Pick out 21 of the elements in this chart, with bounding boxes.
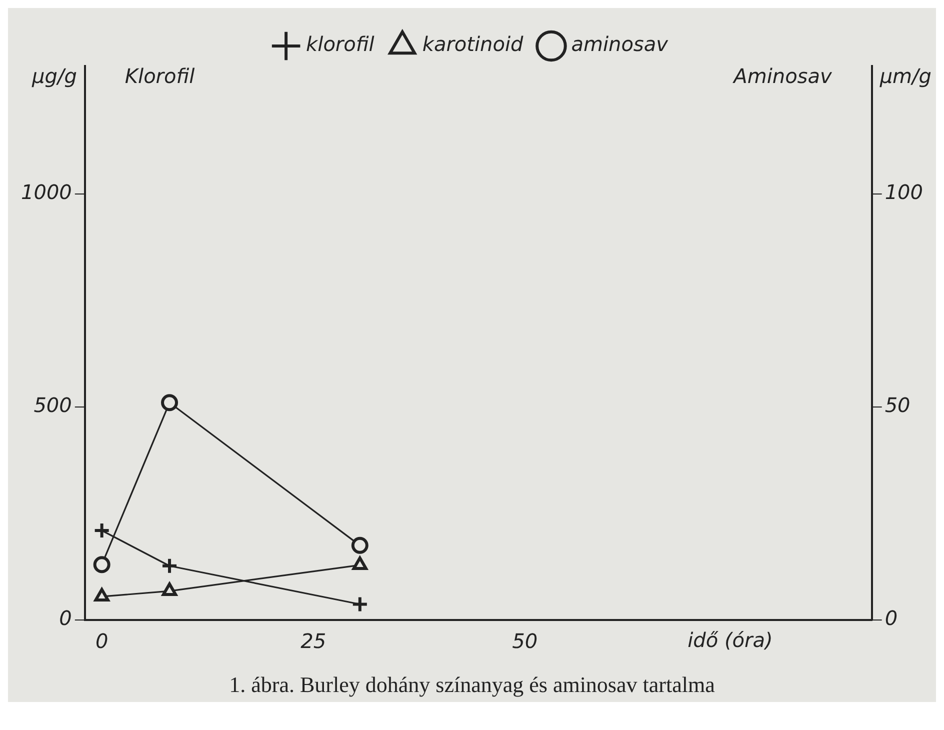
legend-label: aminosav bbox=[571, 32, 670, 56]
legend-label: klorofil bbox=[306, 32, 375, 56]
x-tick-label: 25 bbox=[300, 629, 326, 654]
annotation: Aminosav bbox=[732, 64, 833, 88]
x-tick-label: 50 bbox=[512, 629, 538, 654]
y2-tick-label: 50 bbox=[884, 393, 910, 418]
y2-axis-title: µm/g bbox=[878, 64, 932, 88]
point bbox=[351, 536, 368, 554]
point bbox=[93, 556, 110, 574]
y2-tick-label: 100 bbox=[884, 180, 924, 204]
legend-label: karotinoid bbox=[422, 32, 524, 56]
text: 1. ábra. Burley dohány színanyag és aminosav tartalma bbox=[228, 671, 716, 699]
point bbox=[161, 394, 178, 412]
x-axis-title: idő (óra) bbox=[688, 628, 773, 652]
x-tick-label: 0 bbox=[95, 629, 108, 654]
y-tick-label: 500 bbox=[34, 393, 72, 418]
annotation: Klorofil bbox=[124, 64, 196, 88]
y-tick-label: 1000 bbox=[20, 180, 72, 204]
y-axis-title: µg/g bbox=[31, 64, 77, 88]
y2-tick-label: 0 bbox=[884, 606, 898, 630]
y-tick-label: 0 bbox=[59, 606, 72, 630]
